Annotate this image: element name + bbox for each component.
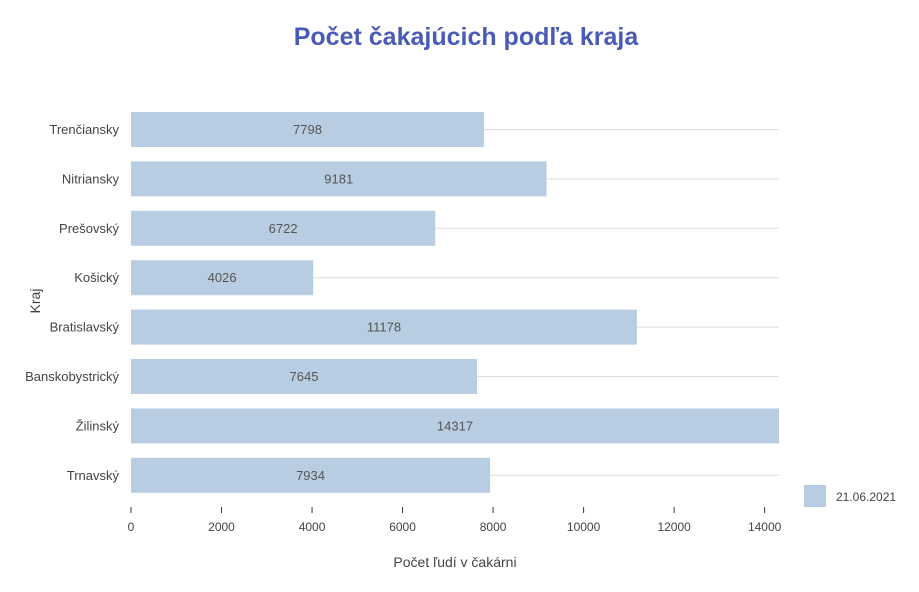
bar[interactable] (131, 161, 547, 197)
data-label: 7645 (290, 369, 319, 384)
data-label: 6722 (269, 221, 298, 236)
bar[interactable] (131, 112, 484, 147)
bar[interactable] (131, 359, 478, 394)
bars: 7798 9181 6722 4026 11178 7645 14317 7934 (131, 112, 779, 493)
x-tick-label: 14000 (748, 520, 782, 534)
category-labels: Trenčiansky Nitriansky Prešovský Košický Bra… (25, 122, 119, 483)
x-tick-label: 10000 (567, 520, 601, 534)
bar[interactable] (131, 260, 314, 296)
x-tick-label: 12000 (657, 520, 691, 534)
x-tick-label: 8000 (480, 520, 507, 534)
category-label: Trenčiansky (49, 122, 119, 137)
category-label: Žilinský (76, 418, 120, 433)
bar[interactable] (131, 210, 436, 246)
bar[interactable] (131, 309, 637, 345)
chart-title: Počet čakajúcich podľa kraja (294, 23, 640, 51)
legend-swatch (804, 485, 826, 507)
x-axis-title: Počet ľudí v čakárni (393, 554, 516, 570)
legend[interactable]: 21.06.2021 (804, 485, 896, 507)
category-label: Trnavský (67, 468, 120, 483)
data-label: 14317 (437, 418, 473, 433)
y-axis-title: Kraj (27, 289, 43, 314)
category-label: Nitriansky (62, 171, 120, 186)
category-label: Bratislavský (50, 320, 120, 335)
category-label: Banskobystrický (25, 369, 119, 384)
data-label: 7934 (296, 468, 325, 483)
data-label: 7798 (293, 122, 322, 137)
category-label: Prešovský (59, 221, 119, 236)
x-tick-label: 0 (128, 520, 135, 534)
data-label: 9181 (324, 171, 353, 186)
x-tick-label: 6000 (389, 520, 416, 534)
category-label: Košický (74, 270, 119, 285)
x-axis-ticks: 0 2000 4000 6000 8000 10000 12000 14000 (128, 507, 782, 534)
x-tick-label: 2000 (208, 520, 235, 534)
bar[interactable] (131, 457, 491, 493)
legend-label: 21.06.2021 (836, 490, 896, 504)
data-label: 11178 (367, 320, 401, 335)
data-label: 4026 (208, 270, 237, 285)
x-tick-label: 4000 (299, 520, 326, 534)
bar[interactable] (131, 408, 779, 444)
